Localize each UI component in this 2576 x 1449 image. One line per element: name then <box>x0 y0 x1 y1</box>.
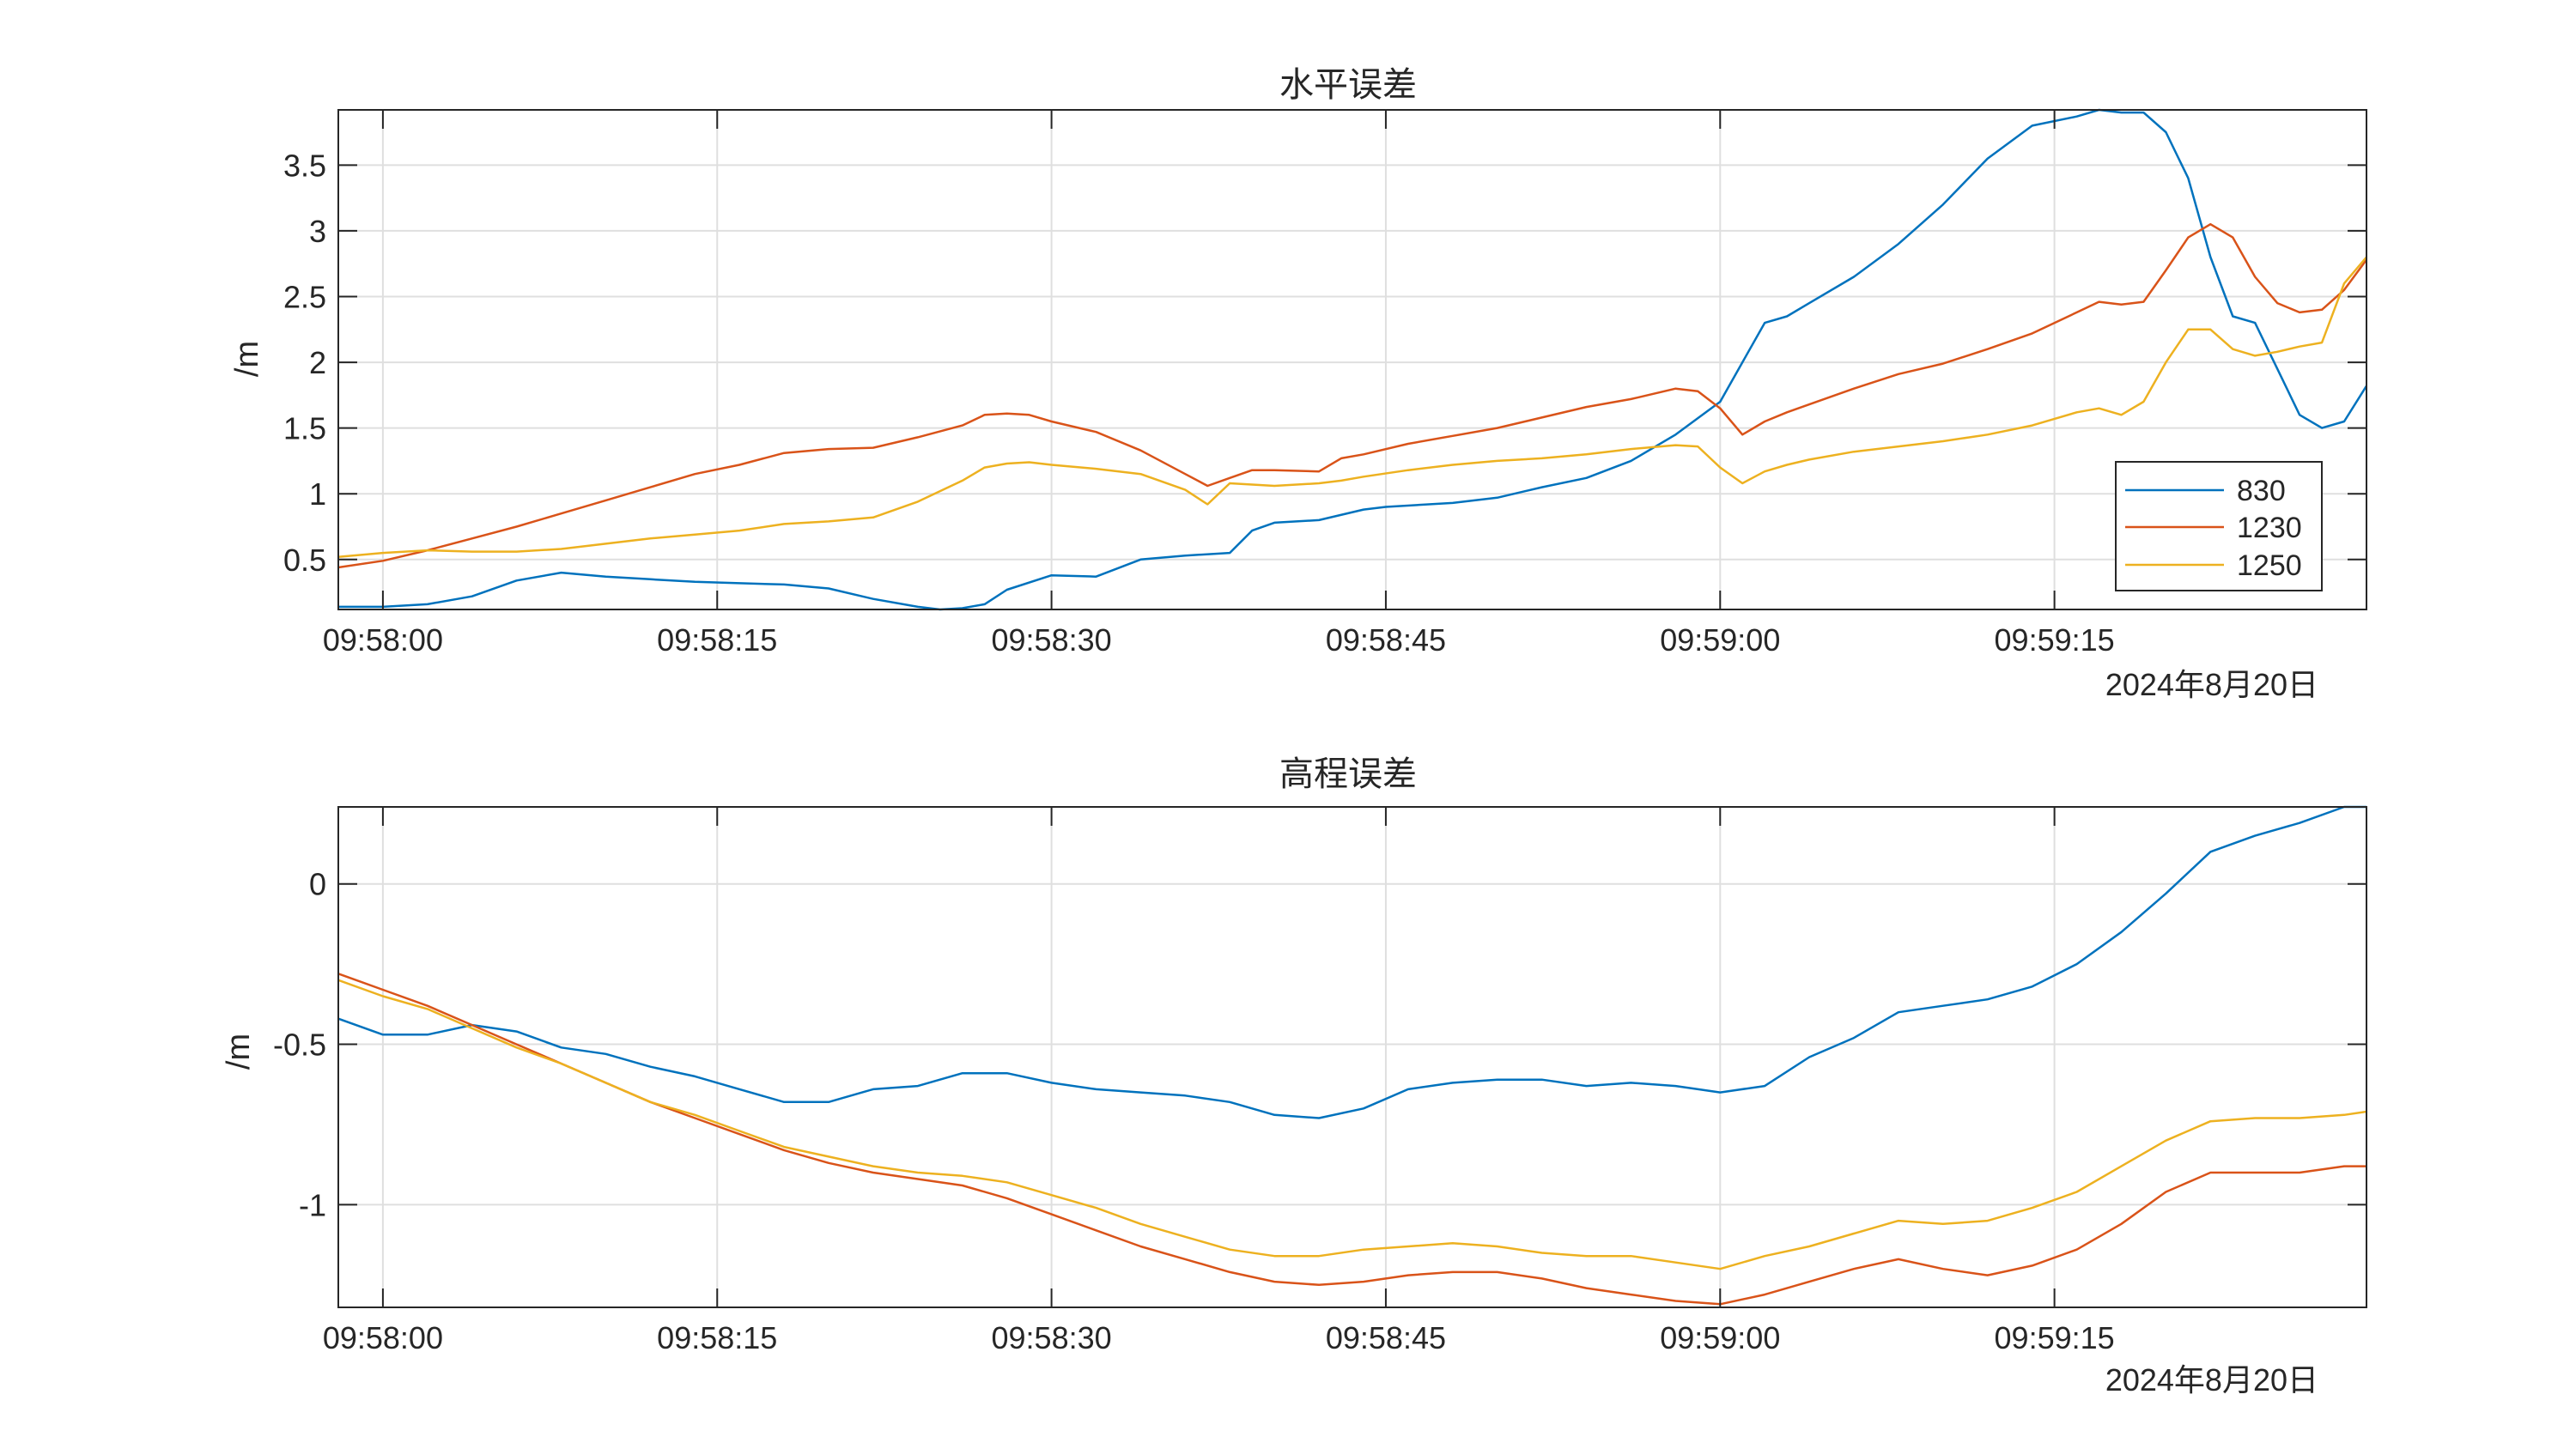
ticks: 09:58:00 09:58:15 09:58:30 09:58:45 09:59:00… <box>273 807 2366 1355</box>
x-tick-label: 09:58:15 <box>657 1320 777 1355</box>
y-tick-label: 0.5 <box>283 543 326 578</box>
axes-frame <box>337 109 2367 610</box>
y-tick-label: -1 <box>299 1187 326 1222</box>
elevation-error-axes: 高程误差 /m 09:58:00 09:58:15 09:58:30 09:58:45… <box>221 755 2367 1397</box>
y-tick-label: 2 <box>309 345 326 380</box>
y-tick-label: 3 <box>309 214 326 249</box>
x-tick-label: 09:59:15 <box>1995 1320 2115 1355</box>
x-tick-label: 09:58:45 <box>1326 1320 1446 1355</box>
x-tick-label: 09:59:00 <box>1660 622 1780 658</box>
x-tick-label: 09:59:15 <box>1995 622 2115 658</box>
legend-label-830: 830 <box>2237 475 2286 507</box>
series-group <box>337 805 2367 1306</box>
axes-frame <box>337 806 2367 1308</box>
x-tick-label: 09:58:30 <box>992 622 1112 658</box>
series-group <box>337 108 2368 611</box>
series-line-2 <box>337 973 2366 1306</box>
y-axis-label: /m <box>221 1034 257 1070</box>
x-tick-label: 09:58:30 <box>992 1320 1112 1355</box>
series-line-1230 <box>337 222 2368 569</box>
y-tick-label: 1.5 <box>283 411 326 446</box>
x-tick-label: 09:58:00 <box>323 1320 443 1355</box>
y-tick-label: 0 <box>309 867 326 902</box>
x-tick-label: 09:58:00 <box>323 622 443 658</box>
y-tick-label: 1 <box>309 476 326 512</box>
legend-label-1250: 1250 <box>2237 549 2302 582</box>
horizontal-error-axes: 水平误差 /m 09:58:00 09:58:15 09:58:30 09:58:45… <box>229 66 2368 702</box>
x-tick-label: 09:58:45 <box>1326 622 1446 658</box>
y-tick-label: 2.5 <box>283 279 326 314</box>
chart-title: 水平误差 <box>1279 66 1417 104</box>
x-tick-label: 09:58:15 <box>657 622 777 658</box>
y-tick-label: 3.5 <box>283 148 326 183</box>
x-tick-label: 09:59:00 <box>1660 1320 1780 1355</box>
y-axis-label: /m <box>229 341 265 377</box>
ticks: 09:58:00 09:58:15 09:58:30 09:58:45 09:59:00… <box>283 110 2366 658</box>
legend: 830 1230 1250 <box>2115 461 2323 591</box>
grid <box>338 807 2366 1307</box>
y-tick-label: -0.5 <box>273 1028 326 1063</box>
date-label: 2024年8月20日 <box>2105 667 2318 702</box>
date-label: 2024年8月20日 <box>2105 1362 2318 1397</box>
series-line-1250 <box>337 256 2367 558</box>
legend-label-1230: 1230 <box>2237 512 2302 544</box>
chart-title: 高程误差 <box>1279 755 1417 793</box>
grid <box>338 110 2366 609</box>
series-line-3 <box>337 979 2367 1270</box>
series-line-830 <box>338 108 2368 611</box>
series-line-1 <box>337 805 2366 1119</box>
